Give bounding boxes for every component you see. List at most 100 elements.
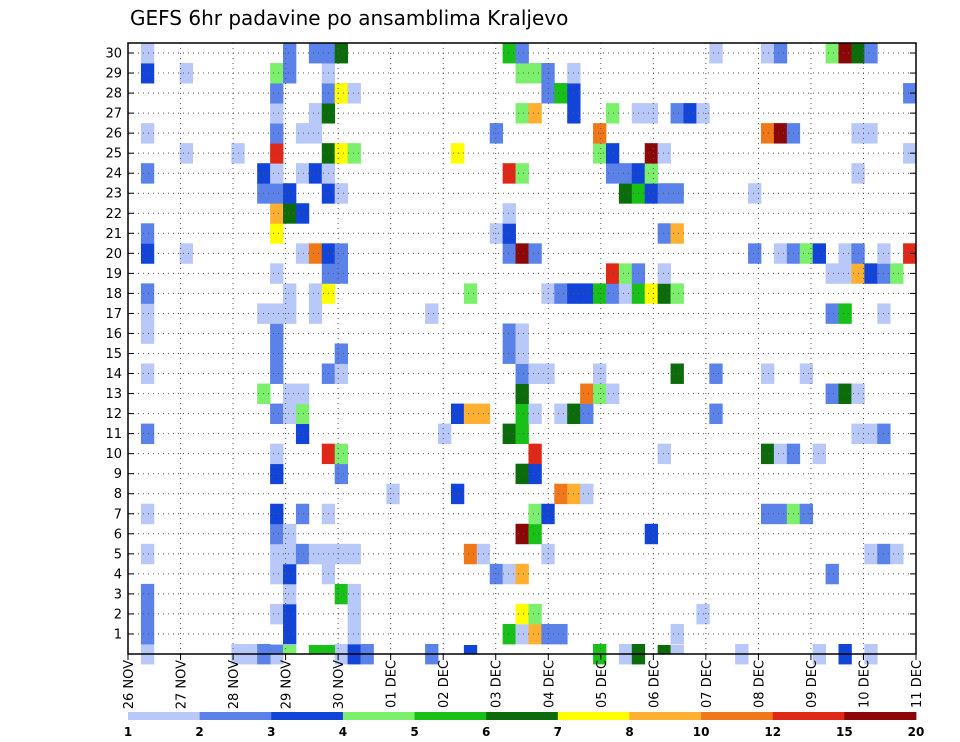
x-tick-label: 30 NOV [332, 660, 347, 709]
colorbar-label: 4 [339, 725, 347, 739]
colorbar-label: 7 [554, 725, 562, 739]
heatmap-cell [502, 563, 516, 585]
heatmap-cell [605, 383, 620, 404]
heatmap-cell [657, 183, 671, 204]
y-tick-label: 20 [105, 247, 122, 262]
heatmap-cell [825, 563, 839, 585]
x-tick-label: 28 NOV [227, 660, 242, 709]
y-tick-label: 29 [105, 67, 122, 82]
heatmap-cell [270, 523, 284, 545]
heatmap-cell [270, 343, 284, 364]
heatmap-cell [463, 543, 478, 565]
heatmap-cell [295, 503, 310, 525]
heatmap-cell [683, 103, 697, 124]
heatmap-cell [709, 363, 723, 384]
heatmap-cell [760, 363, 775, 384]
heatmap-cell [283, 63, 297, 84]
heatmap-cell [528, 603, 542, 625]
heatmap-cell [179, 63, 193, 84]
heatmap-cell [347, 83, 361, 104]
colorbar-label: 15 [836, 725, 853, 739]
x-tick-label: 08 DEC [752, 660, 767, 708]
heatmap-cell [515, 463, 529, 485]
heatmap-cell [308, 645, 323, 655]
colorbar-swatch [128, 712, 201, 720]
heatmap-cell [515, 383, 529, 404]
x-tick-label: 04 DEC [542, 660, 557, 708]
heatmap-cell [270, 563, 284, 585]
y-tick-label: 19 [105, 267, 122, 282]
heatmap-cell [799, 243, 814, 264]
heatmap-cell [140, 363, 155, 384]
heatmap-cell [605, 263, 620, 284]
colorbar-label: 8 [625, 725, 633, 739]
heatmap-cell [450, 483, 465, 505]
y-tick-label: 25 [105, 147, 122, 162]
grid-lines [128, 43, 916, 654]
colorbar-swatch [629, 712, 702, 720]
heatmap-cell [580, 383, 594, 404]
heatmap-cell [270, 543, 284, 565]
x-axis: 26 NOV 27 NOV 28 NOV 29 NOV 30 NOV 01 DEC 02 D… [122, 654, 925, 709]
heatmap-cell [864, 263, 878, 284]
heatmap-cell [502, 343, 516, 364]
heatmap-cell [670, 623, 684, 645]
colorbar-swatch [844, 712, 917, 720]
y-tick-label: 1 [114, 627, 122, 642]
heatmap-cell [140, 303, 155, 324]
heatmap-cell [580, 403, 594, 425]
heatmap-cell [334, 243, 349, 264]
heatmap-cell [334, 543, 349, 565]
heatmap-cell [140, 503, 155, 525]
heatmap-cell [515, 323, 529, 344]
heatmap-cell [864, 423, 878, 445]
heatmap-cell [334, 183, 349, 204]
heatmap-cell [657, 443, 671, 465]
heatmap-cell [773, 43, 788, 64]
heatmap-cell [890, 263, 904, 284]
heatmap-cell [283, 383, 297, 404]
heatmap-cell [515, 563, 529, 585]
heatmap-cell [489, 223, 504, 244]
heatmap-cell [760, 43, 775, 64]
heatmap-cell [270, 503, 284, 525]
heatmap-cell [140, 243, 155, 264]
heatmap-cell [270, 123, 284, 144]
heatmap-cell [283, 543, 297, 565]
colorbar-label: 5 [410, 725, 418, 739]
heatmap-cell [748, 183, 762, 204]
colorbar-swatch [271, 712, 344, 720]
heatmap-cell [580, 283, 594, 304]
colorbar-swatch [414, 712, 487, 720]
y-tick-label: 27 [105, 107, 122, 122]
heatmap-cell [438, 423, 452, 445]
y-tick-label: 24 [105, 167, 122, 182]
y-tick-label: 23 [105, 187, 122, 202]
heatmap-cell [283, 603, 297, 625]
plot-frame [127, 42, 917, 655]
heatmap-cell [528, 403, 542, 425]
heatmap-cell [321, 645, 336, 655]
y-tick-label: 28 [105, 87, 122, 102]
y-tick-label: 6 [114, 527, 122, 542]
heatmap-cell [515, 623, 529, 645]
heatmap-cell [618, 163, 633, 184]
heatmap-cell [709, 403, 723, 425]
heatmap-cell [618, 283, 633, 304]
heatmap-cell [554, 483, 568, 505]
heatmap-cell [308, 283, 323, 304]
heatmap-cell [748, 243, 762, 264]
y-tick-label: 10 [105, 447, 122, 462]
heatmap-cell [605, 283, 620, 304]
heatmap-cell [618, 263, 633, 284]
heatmap-cell [334, 263, 349, 284]
heatmap-cell [295, 243, 310, 264]
heatmap-cell [644, 103, 659, 124]
heatmap-cell [554, 623, 568, 645]
heatmap-cell [644, 143, 659, 164]
heatmap-cell [283, 203, 297, 224]
heatmap-cell [838, 263, 852, 284]
heatmap-cell [283, 283, 297, 304]
heatmap-cell [295, 163, 310, 184]
